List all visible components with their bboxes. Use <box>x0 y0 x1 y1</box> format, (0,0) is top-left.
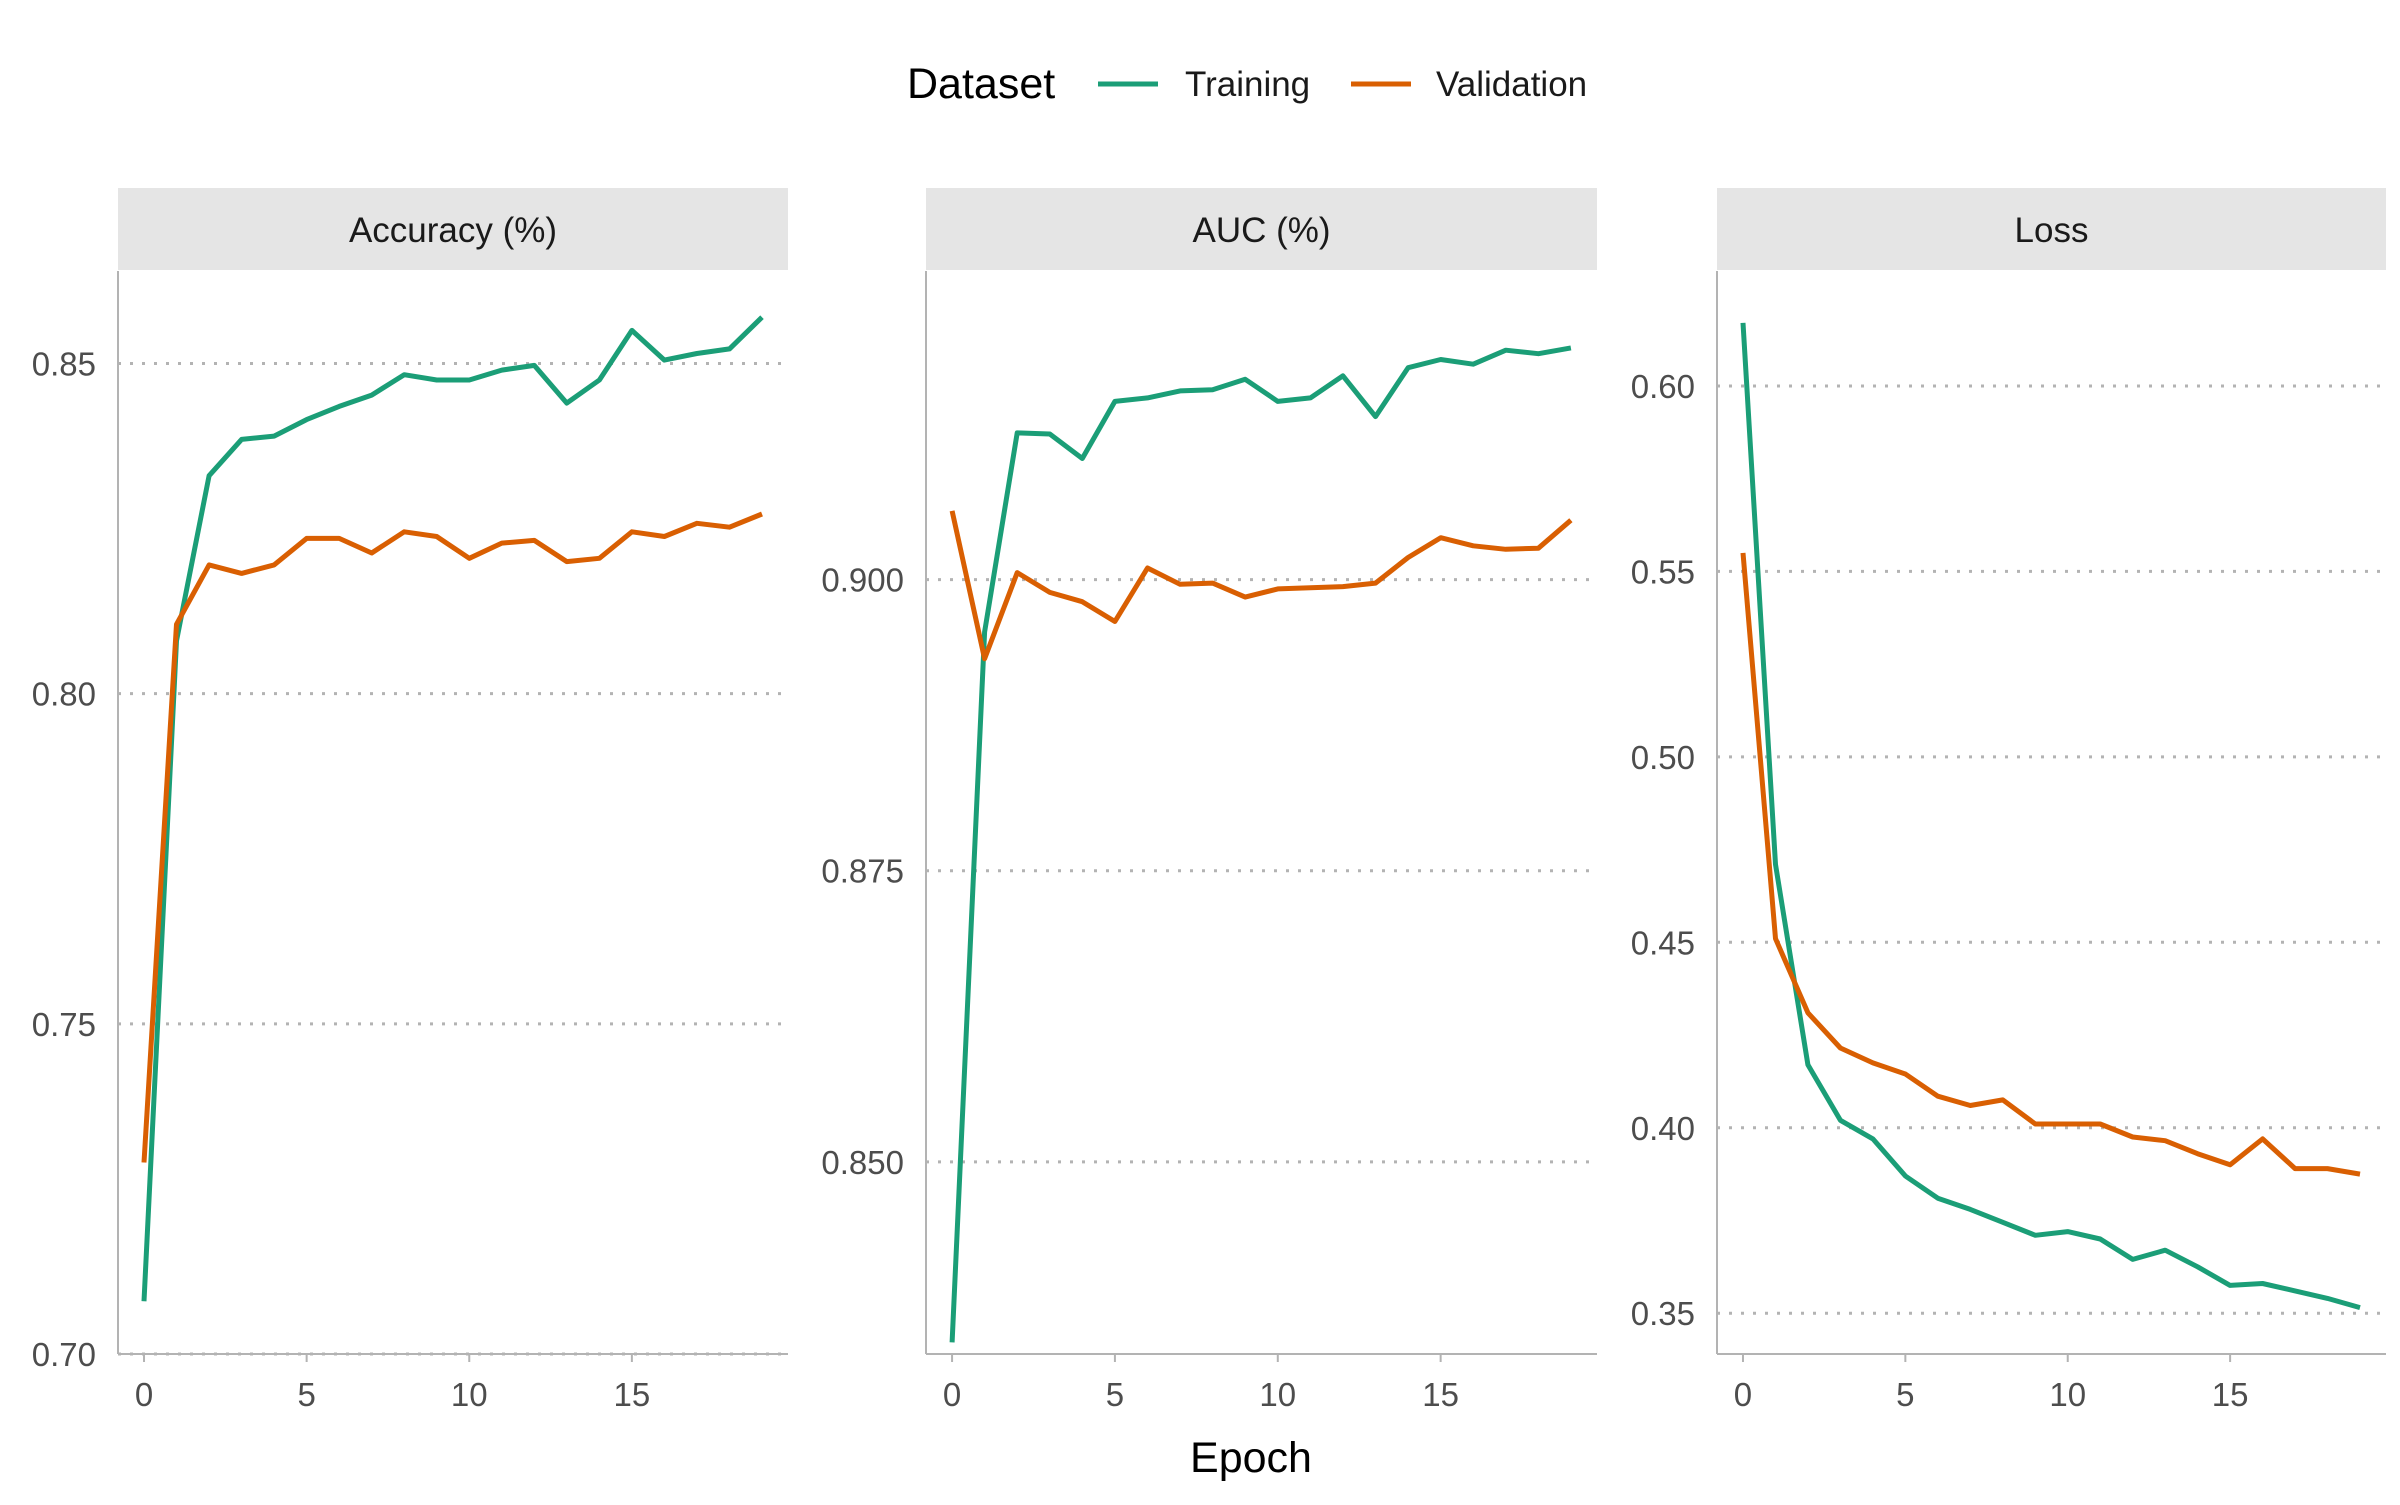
x-tick-label: 15 <box>1422 1376 1459 1413</box>
series-line-training <box>1740 322 2361 1311</box>
panel-loss: Loss 0.35 0.40 0.45 0.50 0.55 0.60 0 5 10 15 <box>1631 188 2386 1413</box>
y-tick-label: 0.85 <box>32 345 96 382</box>
x-tick-label: 10 <box>2049 1376 2086 1413</box>
x-tick-label: 5 <box>1896 1376 1914 1413</box>
series-line-training <box>141 315 764 1302</box>
y-tick-label: 0.80 <box>32 676 96 713</box>
x-tick-label: 5 <box>1106 1376 1124 1413</box>
y-tick-label: 0.875 <box>821 853 904 890</box>
panel-auc: AUC (%) 0.850 0.875 0.900 0 5 10 15 <box>821 188 1597 1413</box>
legend: Dataset Training Validation <box>907 60 1587 108</box>
y-tick-label: 0.850 <box>821 1144 904 1181</box>
series-line-validation <box>141 511 763 1163</box>
y-tick-label: 0.55 <box>1631 553 1695 590</box>
y-tick-label: 0.75 <box>32 1006 96 1043</box>
y-tick-label: 0.35 <box>1631 1295 1695 1332</box>
y-tick-label: 0.70 <box>32 1336 96 1373</box>
series-line-validation <box>949 510 1573 662</box>
facet-strip <box>1717 188 2386 270</box>
facet-title: Accuracy (%) <box>349 211 557 250</box>
y-tick-label: 0.40 <box>1631 1110 1695 1147</box>
x-axis-title: Epoch <box>1190 1434 1312 1482</box>
x-tick-label: 0 <box>135 1376 153 1413</box>
y-tick-label: 0.60 <box>1631 368 1695 405</box>
x-tick-label: 15 <box>614 1376 651 1413</box>
series-line-training <box>949 345 1572 1343</box>
y-tick-label: 0.900 <box>821 562 904 599</box>
x-tick-label: 5 <box>297 1376 315 1413</box>
legend-label-validation: Validation <box>1436 65 1587 104</box>
panel-accuracy: Accuracy (%) 0.70 0.75 0.80 0.85 0 5 10 15 <box>32 188 788 1413</box>
x-tick-label: 0 <box>1734 1376 1752 1413</box>
y-tick-label: 0.45 <box>1631 924 1695 961</box>
facet-strip <box>926 188 1597 270</box>
y-tick-label: 0.50 <box>1631 739 1695 776</box>
series-line-validation <box>1740 552 2361 1177</box>
x-tick-label: 15 <box>2212 1376 2249 1413</box>
facet-title: Loss <box>2015 211 2089 250</box>
x-tick-label: 0 <box>943 1376 961 1413</box>
facet-strip <box>118 188 788 270</box>
x-tick-label: 10 <box>451 1376 488 1413</box>
facet-title: AUC (%) <box>1192 211 1330 250</box>
legend-label-training: Training <box>1185 65 1310 104</box>
x-tick-label: 10 <box>1259 1376 1296 1413</box>
legend-title: Dataset <box>907 60 1055 108</box>
